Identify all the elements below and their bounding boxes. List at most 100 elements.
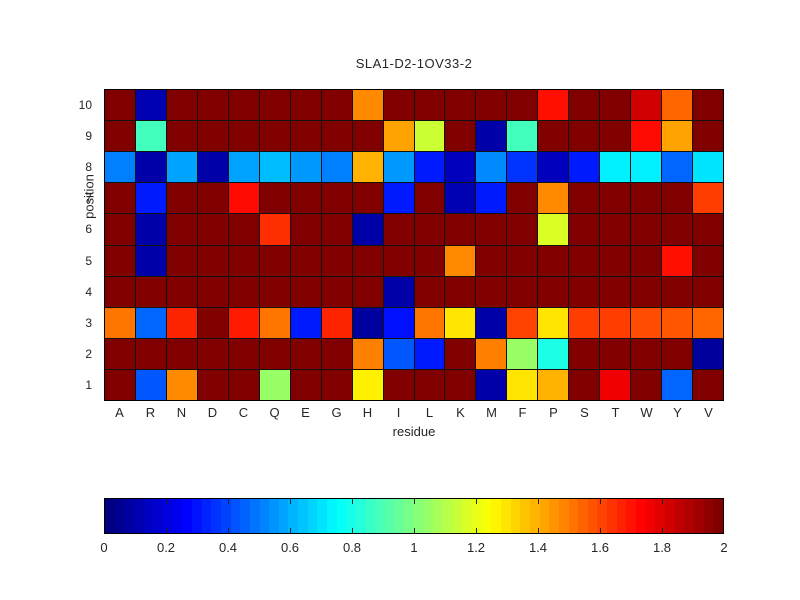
colorbar-segment (356, 499, 366, 533)
heatmap-cell-pos9-G (321, 121, 352, 152)
heatmap-cell-pos9-M (476, 121, 507, 152)
heatmap-cell-pos1-M (476, 369, 507, 400)
colorbar-segment (626, 499, 637, 533)
colorbar-segment (240, 499, 250, 533)
x-tick-H: H (362, 405, 373, 420)
heatmap-cell-pos2-E (290, 338, 321, 369)
colorbar-segment (278, 499, 289, 533)
colorbar-segment (481, 499, 492, 533)
y-tick-1: 1 (85, 378, 92, 393)
heatmap-cell-pos9-Y (662, 121, 693, 152)
colorbar-segment (385, 499, 395, 533)
heatmap-cell-pos1-D (197, 369, 228, 400)
heatmap-cell-pos10-K (445, 90, 476, 121)
heatmap-cell-pos2-C (228, 338, 259, 369)
heatmap-cell-pos4-H (352, 276, 383, 307)
colorbar-segment (307, 499, 318, 533)
heatmap-cell-pos3-R (135, 307, 166, 338)
heatmap-cell-pos7-F (507, 183, 538, 214)
heatmap-cell-pos2-W (631, 338, 662, 369)
x-tick-D: D (207, 405, 218, 420)
colorbar-segment (500, 499, 511, 533)
colorbar-segment (520, 499, 530, 533)
heatmap-cell-pos9-R (135, 121, 166, 152)
heatmap-cell-pos6-Q (259, 214, 290, 245)
heatmap-cell-pos1-V (693, 369, 723, 400)
heatmap-cell-pos6-V (693, 214, 723, 245)
heatmap-cell-pos5-K (445, 245, 476, 276)
heatmap-cell-pos5-H (352, 245, 383, 276)
heatmap-cell-pos1-C (228, 369, 259, 400)
colorbar-segment (703, 499, 714, 533)
heatmap-cell-pos7-T (600, 183, 631, 214)
heatmap-cell-pos1-E (290, 369, 321, 400)
heatmap-cell-pos6-E (290, 214, 321, 245)
heatmap-cell-pos4-P (538, 276, 569, 307)
heatmap-cell-pos3-M (476, 307, 507, 338)
colorbar-label-0.8: 0.8 (342, 540, 362, 555)
heatmap-cell-pos3-H (352, 307, 383, 338)
heatmap-cell-pos3-N (166, 307, 197, 338)
heatmap-cell-pos6-P (538, 214, 569, 245)
heatmap-cell-pos2-S (569, 338, 600, 369)
heatmap-cell-pos10-I (383, 90, 414, 121)
heatmap-cell-pos3-I (383, 307, 414, 338)
x-tick-Q: Q (269, 405, 280, 420)
heatmap-cell-pos4-N (166, 276, 197, 307)
heatmap-cell-pos4-V (693, 276, 723, 307)
x-tick-L: L (425, 405, 434, 420)
heatmap-cell-pos10-S (569, 90, 600, 121)
heatmap-cell-pos7-C (228, 183, 259, 214)
colorbar-segment (153, 499, 163, 533)
y-tick-9: 9 (85, 128, 92, 143)
colorbar-segment (394, 499, 405, 533)
x-tick-W: W (640, 405, 653, 420)
heatmap-cell-pos3-G (321, 307, 352, 338)
heatmap-cell-pos8-A (105, 152, 135, 183)
colorbar-segment (655, 499, 666, 533)
heatmap-cell-pos6-F (507, 214, 538, 245)
colorbar-segment (423, 499, 434, 533)
colorbar-segment (616, 499, 627, 533)
x-tick-M: M (486, 405, 497, 420)
heatmap-cell-pos6-I (383, 214, 414, 245)
heatmap-cell-pos10-G (321, 90, 352, 121)
colorbar-segment (327, 499, 337, 533)
heatmap-cell-pos4-F (507, 276, 538, 307)
heatmap-cell-pos3-K (445, 307, 476, 338)
colorbar-segment (645, 499, 656, 533)
heatmap-cell-pos10-L (414, 90, 445, 121)
colorbar-label-0.4: 0.4 (218, 540, 238, 555)
heatmap-cell-pos9-D (197, 121, 228, 152)
colorbar-label-1: 1 (410, 540, 418, 555)
heatmap-cell-pos7-D (197, 183, 228, 214)
heatmap-cell-pos2-V (693, 338, 723, 369)
y-tick-5: 5 (85, 253, 92, 268)
heatmap-cell-pos5-G (321, 245, 352, 276)
heatmap-cell-pos8-S (569, 152, 600, 183)
colorbar-segment (578, 499, 588, 533)
colorbar-segment (674, 499, 685, 533)
colorbar-label-1.6: 1.6 (590, 540, 610, 555)
heatmap-cell-pos6-K (445, 214, 476, 245)
y-tick-8: 8 (85, 160, 92, 174)
colorbar-segment (375, 499, 386, 533)
x-tick-V: V (704, 405, 713, 420)
colorbar-segment (133, 499, 144, 533)
heatmap-cell-pos7-N (166, 183, 197, 214)
x-tick-E: E (301, 405, 310, 420)
heatmap-cell-pos9-K (445, 121, 476, 152)
y-tick-7: 7 (85, 191, 92, 206)
heatmap-cell-pos8-M (476, 152, 507, 183)
heatmap-cell-pos7-V (693, 183, 723, 214)
heatmap-cell-pos3-Y (662, 307, 693, 338)
heatmap-cell-pos8-Y (662, 152, 693, 183)
heatmap-cell-pos5-F (507, 245, 538, 276)
heatmap-cell-pos5-S (569, 245, 600, 276)
heatmap-cell-pos3-L (414, 307, 445, 338)
heatmap-cell-pos8-C (228, 152, 259, 183)
heatmap-cell-pos8-L (414, 152, 445, 183)
heatmap-cell-pos4-C (228, 276, 259, 307)
heatmap-cell-pos8-Q (259, 152, 290, 183)
heatmap-cell-pos1-L (414, 369, 445, 400)
